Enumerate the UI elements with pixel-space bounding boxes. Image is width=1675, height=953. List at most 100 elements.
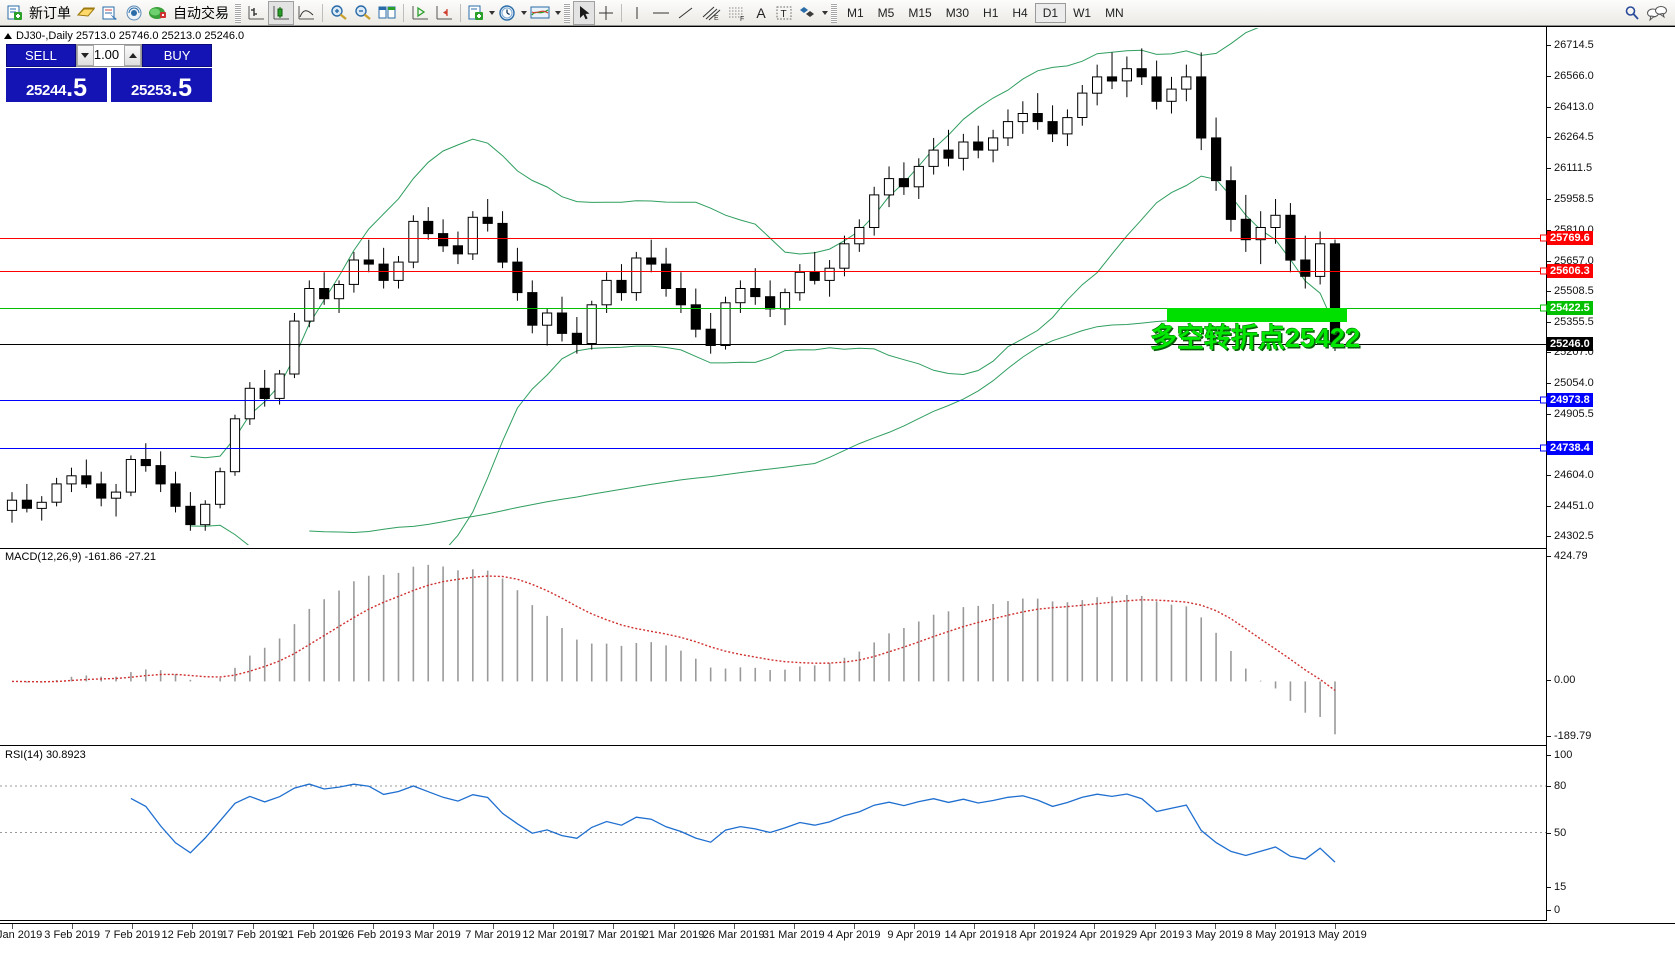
tile-windows-icon[interactable] xyxy=(375,1,399,25)
navigator-icon[interactable] xyxy=(146,1,170,25)
price-tick-label: 26264.5 xyxy=(1554,130,1594,143)
price-tick: 26714.5 xyxy=(1547,39,1594,51)
period-dropdown-icon[interactable] xyxy=(521,10,527,15)
volume-increase-button[interactable] xyxy=(124,45,142,66)
period-icon[interactable] xyxy=(495,1,519,25)
volume-stepper[interactable]: 1.00 xyxy=(75,44,143,67)
date-tick xyxy=(432,924,434,929)
toolbar-grip-3[interactable] xyxy=(831,2,837,23)
bar-chart-icon[interactable] xyxy=(244,1,268,25)
chart-shift-icon[interactable] xyxy=(432,1,456,25)
date-label: 18 Apr 2019 xyxy=(1004,929,1064,941)
level-handle[interactable] xyxy=(1540,267,1547,275)
level-line-support[interactable] xyxy=(0,447,1546,449)
indicators-dropdown-icon[interactable] xyxy=(555,10,561,15)
buy-price[interactable]: 25253 .5 xyxy=(111,68,212,102)
timeframe-d1[interactable]: D1 xyxy=(1034,2,1067,23)
date-tick xyxy=(132,924,134,929)
toolbar-grip-2[interactable] xyxy=(564,2,570,23)
level-tag-resistance[interactable]: 25769.6 xyxy=(1547,230,1593,245)
date-label: 21 Mar 2019 xyxy=(642,929,705,941)
zoom-in-icon[interactable] xyxy=(327,1,351,25)
buy-button[interactable]: BUY xyxy=(142,44,212,67)
level-handle[interactable] xyxy=(1540,396,1547,404)
date-label: 12 Feb 2019 xyxy=(161,929,224,941)
price-scale[interactable]: 26714.5 26566.0 26413.0 26264.5 26111.5 25958… xyxy=(1547,27,1675,921)
level-line-last-price[interactable] xyxy=(0,344,1546,346)
price-tick: 26413.0 xyxy=(1547,101,1594,113)
rsi-tick: 50 xyxy=(1547,827,1566,839)
chat-icon[interactable] xyxy=(1643,1,1671,25)
date-tick xyxy=(252,924,254,929)
price-tick: 26111.5 xyxy=(1547,162,1592,174)
toolbar-grip[interactable] xyxy=(235,2,241,23)
text-icon[interactable]: A xyxy=(756,4,766,21)
one-click-trading-panel[interactable]: SELL 1.00 BUY 25244 .5 25253 .5 xyxy=(6,44,212,102)
date-tick xyxy=(1034,924,1036,929)
templates-dropdown-icon[interactable] xyxy=(489,10,495,15)
rsi-pane[interactable]: RSI(14) 30.8923 xyxy=(0,747,1546,921)
volume-input[interactable]: 1.00 xyxy=(93,45,125,66)
level-line-pivot[interactable] xyxy=(0,308,1546,310)
timeframe-w1[interactable]: W1 xyxy=(1073,5,1092,20)
shapes-dropdown-icon[interactable] xyxy=(822,10,828,15)
timeframe-mn[interactable]: MN xyxy=(1105,5,1124,20)
new-order-label[interactable]: 新订单 xyxy=(29,4,71,21)
main-toolbar: 新订单 自动交易 xyxy=(0,0,1675,26)
collapse-icon[interactable] xyxy=(4,33,12,39)
vertical-line-icon[interactable] xyxy=(626,1,648,25)
level-tag-support[interactable]: 24973.8 xyxy=(1547,392,1593,407)
level-handle[interactable] xyxy=(1540,234,1547,242)
level-line-support[interactable] xyxy=(0,399,1546,401)
price-tick-label: 25355.5 xyxy=(1554,316,1594,329)
chart-window[interactable]: MACD(12,26,9) -161.86 -27.21 RSI(14) 30.… xyxy=(0,26,1675,953)
horizontal-line-icon[interactable] xyxy=(648,1,674,25)
level-tag-resistance[interactable]: 25606.3 xyxy=(1547,263,1593,278)
templates-icon[interactable] xyxy=(465,1,487,25)
chart-autoscroll-icon[interactable] xyxy=(408,1,432,25)
price-pane[interactable] xyxy=(0,28,1546,545)
new-order-icon[interactable] xyxy=(4,1,26,25)
level-tag-last-price[interactable]: 25246.0 xyxy=(1547,337,1593,352)
level-handle[interactable] xyxy=(1540,304,1547,312)
equidistant-channel-icon[interactable]: E xyxy=(698,1,724,25)
autotrading-label[interactable]: 自动交易 xyxy=(173,4,229,21)
level-handle[interactable] xyxy=(1540,444,1547,452)
trendline-icon[interactable] xyxy=(674,1,698,25)
level-tag-support[interactable]: 24738.4 xyxy=(1547,440,1593,455)
market-watch-icon[interactable] xyxy=(98,1,122,25)
timeframe-m1[interactable]: M1 xyxy=(847,5,864,20)
sell-price[interactable]: 25244 .5 xyxy=(6,68,107,102)
level-line-resistance[interactable] xyxy=(0,237,1546,239)
text-label-icon[interactable]: T xyxy=(772,1,796,25)
level-tag-pivot[interactable]: 25422.5 xyxy=(1547,301,1593,316)
macd-plot xyxy=(11,564,1336,735)
timeframe-m5[interactable]: M5 xyxy=(877,5,895,20)
sell-button[interactable]: SELL xyxy=(6,44,76,67)
candlestick-chart-icon[interactable] xyxy=(268,0,294,25)
zoom-out-icon[interactable] xyxy=(351,1,375,25)
fibonacci-icon[interactable]: F xyxy=(724,1,750,25)
macd-pane[interactable]: MACD(12,26,9) -161.86 -27.21 xyxy=(0,548,1546,746)
volume-decrease-button[interactable] xyxy=(76,45,94,66)
timeframe-m30[interactable]: M30 xyxy=(945,5,970,20)
cursor-icon[interactable] xyxy=(573,0,595,25)
timeframe-h1[interactable]: H1 xyxy=(983,5,999,20)
date-tick xyxy=(312,924,314,929)
line-chart-icon[interactable] xyxy=(294,1,318,25)
indicators-icon[interactable] xyxy=(527,1,553,25)
timeframe-h4[interactable]: H4 xyxy=(1012,5,1028,20)
shapes-icon[interactable] xyxy=(796,1,820,25)
price-tick: 24905.5 xyxy=(1547,408,1594,420)
timeframe-m15[interactable]: M15 xyxy=(908,5,932,20)
profiles-icon[interactable] xyxy=(74,1,98,25)
data-window-icon[interactable] xyxy=(122,1,146,25)
date-label: 17 Feb 2019 xyxy=(221,929,284,941)
level-line-resistance[interactable] xyxy=(0,270,1546,272)
crosshair-icon[interactable] xyxy=(595,1,617,25)
price-tick-label: 24451.0 xyxy=(1554,500,1594,513)
macd-tick: -189.79 xyxy=(1547,730,1591,742)
search-icon[interactable] xyxy=(1621,1,1643,25)
rsi-tick: 100 xyxy=(1547,749,1572,761)
